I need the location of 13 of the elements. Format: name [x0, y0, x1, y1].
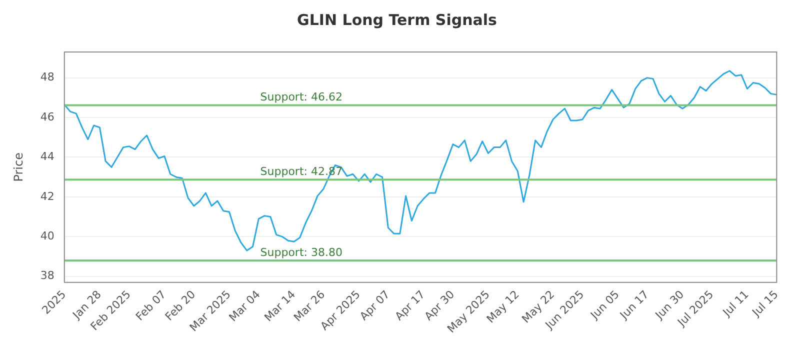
ref-line-label: Support: 46.62	[260, 90, 342, 104]
x-tick-label: Jul 11	[720, 288, 752, 320]
x-tick-label: Jul 15	[749, 288, 781, 320]
y-tick-label: 46	[40, 110, 54, 124]
x-tick-label: Jun 17	[616, 288, 652, 322]
ref-line-label: Support: 38.80	[260, 246, 342, 259]
y-axis-title: Price	[11, 152, 26, 182]
y-tick-label: 42	[40, 190, 54, 203]
y-tick-label: 44	[40, 150, 54, 164]
y-tick-label: 40	[40, 230, 54, 243]
y-tick-label: 48	[40, 70, 54, 84]
y-tick-label: 38	[40, 269, 54, 282]
chart-title: GLIN Long Term Signals	[297, 10, 498, 29]
